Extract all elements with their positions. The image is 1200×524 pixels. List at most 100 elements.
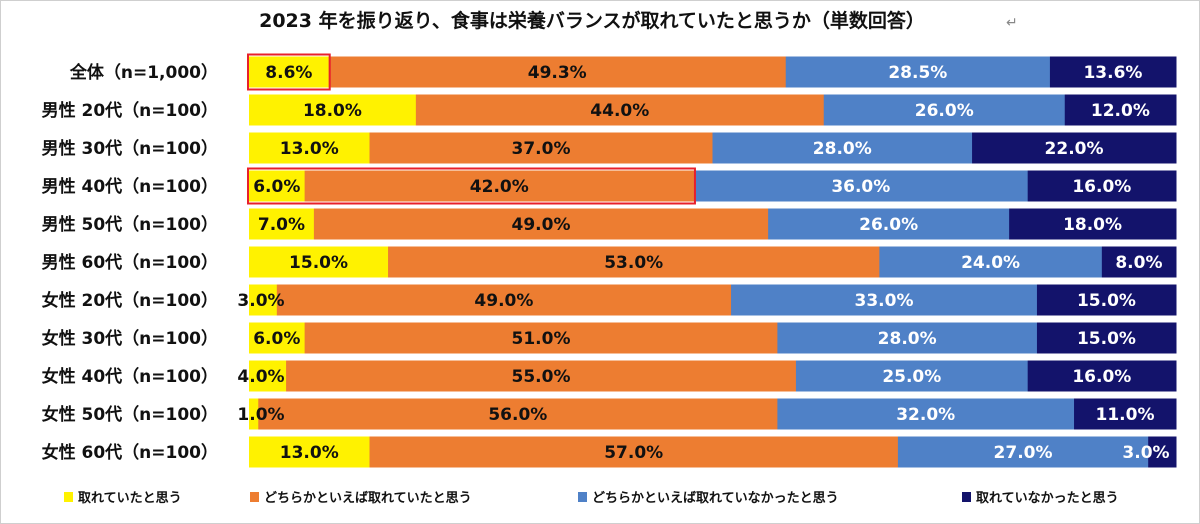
bar-segment xyxy=(249,132,371,164)
legend-label: 取れていたと思う xyxy=(78,491,182,506)
category-label: 女性 20代（n=100） xyxy=(42,290,218,311)
data-label: 28.5% xyxy=(888,63,947,83)
data-label: 16.0% xyxy=(1072,177,1131,197)
legend-label: どちらかといえば取れていたと思う xyxy=(264,491,472,506)
data-label: 6.0% xyxy=(253,329,300,349)
data-label: 7.0% xyxy=(258,215,305,235)
data-label: 18.0% xyxy=(303,101,362,121)
data-label: 13.0% xyxy=(280,139,339,159)
bar-segment xyxy=(249,246,389,278)
bar-row: 女性 60代（n=100） 13.0% 57.0% 27.0% 3.0% xyxy=(42,436,1177,468)
category-label: 男性 50代（n=100） xyxy=(42,214,218,235)
bar-segment xyxy=(369,132,713,164)
return-mark: ↵ xyxy=(1006,15,1018,31)
data-label: 51.0% xyxy=(512,329,571,349)
data-label: 1.0% xyxy=(237,405,284,425)
data-label: 28.0% xyxy=(878,329,937,349)
bar-segment xyxy=(777,398,1075,430)
data-label: 36.0% xyxy=(831,177,890,197)
legend-swatch xyxy=(64,492,73,502)
bar-segment xyxy=(304,322,778,354)
bar-segment xyxy=(249,322,306,354)
highlight-box xyxy=(247,167,696,205)
data-label: 13.6% xyxy=(1083,63,1142,83)
data-label: 12.0% xyxy=(1091,101,1150,121)
bar-segment xyxy=(1074,398,1177,430)
data-label: 33.0% xyxy=(855,291,914,311)
bar-segment xyxy=(1064,94,1177,126)
category-label: 女性 40代（n=100） xyxy=(42,366,218,387)
legend-swatch xyxy=(578,492,587,502)
data-label: 6.0% xyxy=(253,177,300,197)
data-label: 27.0% xyxy=(994,443,1053,463)
data-label: 18.0% xyxy=(1063,215,1122,235)
data-label: 49.0% xyxy=(474,291,533,311)
category-label: 女性 30代（n=100） xyxy=(42,328,218,349)
data-label: 24.0% xyxy=(961,253,1020,273)
data-label: 55.0% xyxy=(512,367,571,387)
data-label: 53.0% xyxy=(604,253,663,273)
bar-segment xyxy=(1036,322,1177,354)
bar-segment xyxy=(795,360,1029,392)
category-label: 男性 20代（n=100） xyxy=(42,100,218,121)
data-label: 15.0% xyxy=(1077,329,1136,349)
bar-segment xyxy=(286,360,797,392)
bar-segment xyxy=(897,436,1149,468)
bar-segment xyxy=(879,246,1103,278)
bar-segment xyxy=(276,284,732,316)
category-label: 全体（n=1,000） xyxy=(69,62,218,83)
bar-segment xyxy=(369,436,899,468)
category-label: 女性 50代（n=100） xyxy=(42,404,218,425)
bar-segment xyxy=(1027,360,1177,392)
data-label: 49.3% xyxy=(528,63,587,83)
bar-row: 男性 20代（n=100） 18.0% 44.0% 26.0% 12.0% xyxy=(42,94,1177,126)
bar-row: 男性 30代（n=100） 13.0% 37.0% 28.0% 22.0% xyxy=(42,132,1177,164)
data-label: 42.0% xyxy=(470,177,529,197)
bar-segment xyxy=(972,132,1177,164)
data-label: 22.0% xyxy=(1045,139,1104,159)
legend-item: 取れていなかったと思う xyxy=(962,491,1119,506)
legend-swatch xyxy=(250,492,259,502)
bar-row: 男性 40代（n=100） 6.0% 42.0% 36.0% 16.0% xyxy=(42,170,1177,202)
category-label: 男性 30代（n=100） xyxy=(42,138,218,159)
bar-segment xyxy=(249,208,315,240)
bar-row: 女性 30代（n=100） 6.0% 51.0% 28.0% 15.0% xyxy=(42,322,1177,354)
data-label: 13.0% xyxy=(280,443,339,463)
bar-row: 男性 60代（n=100） 15.0% 53.0% 24.0% 8.0% xyxy=(42,246,1177,278)
data-label: 49.0% xyxy=(512,215,571,235)
data-label: 26.0% xyxy=(859,215,918,235)
data-label: 3.0% xyxy=(237,291,284,311)
data-label: 11.0% xyxy=(1096,405,1155,425)
category-label: 男性 40代（n=100） xyxy=(42,176,218,197)
data-label: 8.0% xyxy=(1115,253,1162,273)
bar-segment xyxy=(313,208,769,240)
data-label: 37.0% xyxy=(512,139,571,159)
bar-segment xyxy=(249,360,287,392)
bar-segment xyxy=(1049,56,1177,88)
bar-segment xyxy=(249,398,259,430)
bar-segment xyxy=(693,170,1029,202)
legend-swatch xyxy=(962,492,971,502)
bar-segment xyxy=(249,170,306,202)
bar-segment xyxy=(304,170,695,202)
bar-segment xyxy=(249,56,330,88)
data-label: 44.0% xyxy=(590,101,649,121)
bar-row: 女性 20代（n=100） 3.0% 49.0% 33.0% 15.0% xyxy=(42,284,1177,316)
bar-segment xyxy=(1148,436,1177,468)
data-label: 26.0% xyxy=(915,101,974,121)
bar-row: 全体（n=1,000） 8.6% 49.3% 28.5% 13.6% xyxy=(69,56,1177,88)
bar-segment xyxy=(1027,170,1177,202)
data-label: 25.0% xyxy=(882,367,941,387)
bar-segment xyxy=(777,322,1038,354)
data-label: 4.0% xyxy=(237,367,284,387)
bar-segment xyxy=(258,398,778,430)
bar-segment xyxy=(249,284,278,316)
data-label: 57.0% xyxy=(604,443,663,463)
bar-segment xyxy=(712,132,973,164)
legend-label: どちらかといえば取れていなかったと思う xyxy=(592,491,839,506)
bar-segment xyxy=(388,246,880,278)
bar-row: 男性 50代（n=100） 7.0% 49.0% 26.0% 18.0% xyxy=(42,208,1177,240)
bar-segment xyxy=(1036,284,1177,316)
category-label: 女性 60代（n=100） xyxy=(42,442,218,463)
